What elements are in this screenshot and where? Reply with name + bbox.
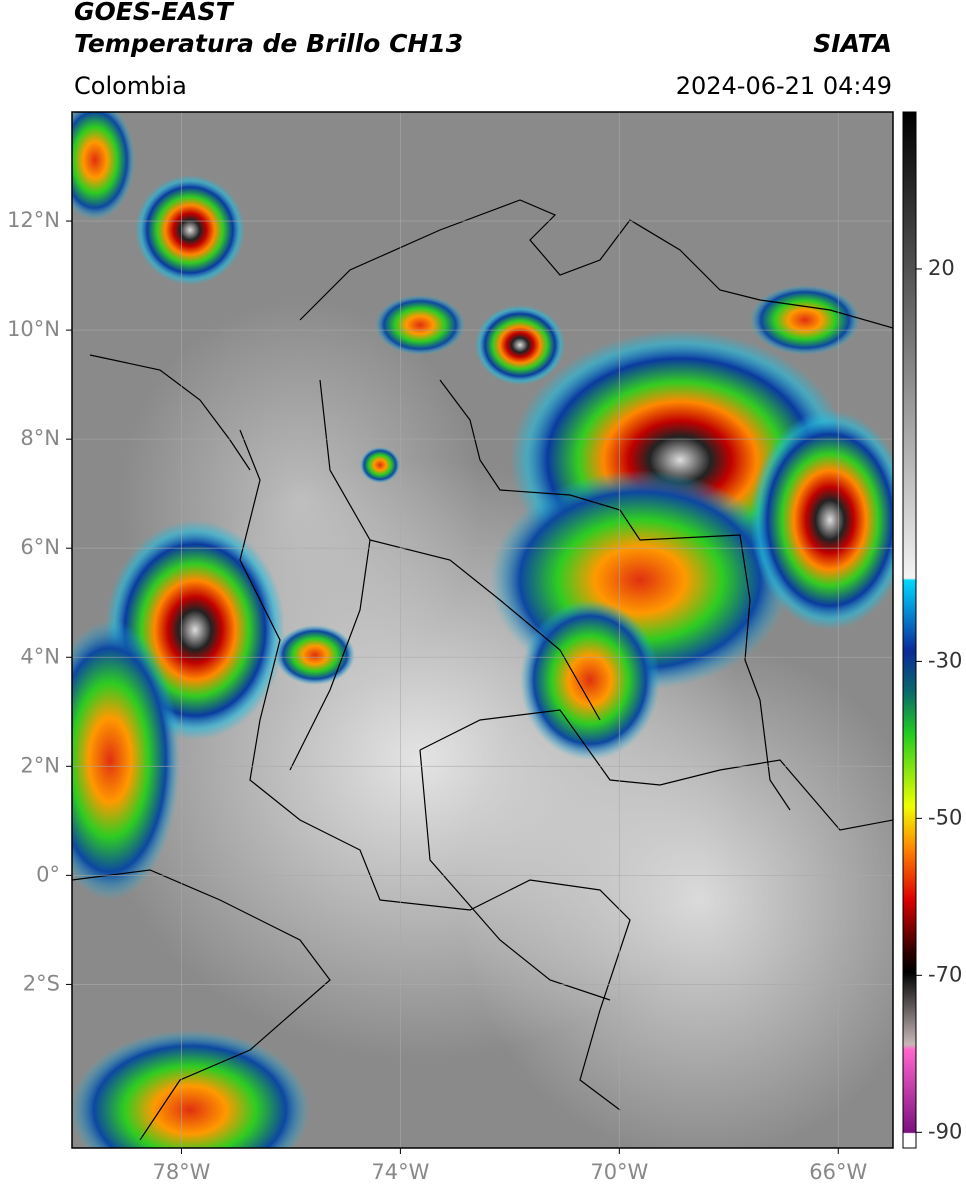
source: SIATA — [813, 29, 892, 58]
datetime: 2024-06-21 04:49 — [676, 72, 892, 100]
y-tick-label: 8°N — [20, 426, 60, 450]
region: Colombia — [74, 72, 187, 100]
x-tick-label: 66°W — [809, 1160, 867, 1184]
x-tick-label: 74°W — [371, 1160, 429, 1184]
x-tick-label: 70°W — [590, 1160, 648, 1184]
y-tick-label: 12°N — [7, 208, 60, 232]
map-frame — [71, 111, 894, 1149]
colorbar-tick-label: 20 — [928, 256, 955, 280]
y-tick-label: 2°S — [23, 971, 60, 995]
grid — [72, 112, 893, 1148]
colorbar — [902, 111, 917, 1149]
x-tick-label: 78°W — [152, 1160, 210, 1184]
colorbar-tick-label: -90 — [928, 1119, 962, 1143]
y-tick-label: 2°N — [20, 753, 60, 777]
imagery — [72, 112, 893, 1148]
subtitle: Temperatura de Brillo CH13 — [74, 29, 463, 58]
y-tick-label: 6°N — [20, 535, 60, 559]
colorbar-tick-label: -70 — [928, 962, 962, 986]
colorbar-tick-label: -30 — [928, 648, 962, 672]
colorbar-tick-label: -50 — [928, 805, 962, 829]
title: GOES-EAST — [74, 0, 235, 26]
y-tick-label: 10°N — [7, 317, 60, 341]
y-tick-label: 4°N — [20, 644, 60, 668]
y-tick-label: 0° — [36, 862, 60, 886]
